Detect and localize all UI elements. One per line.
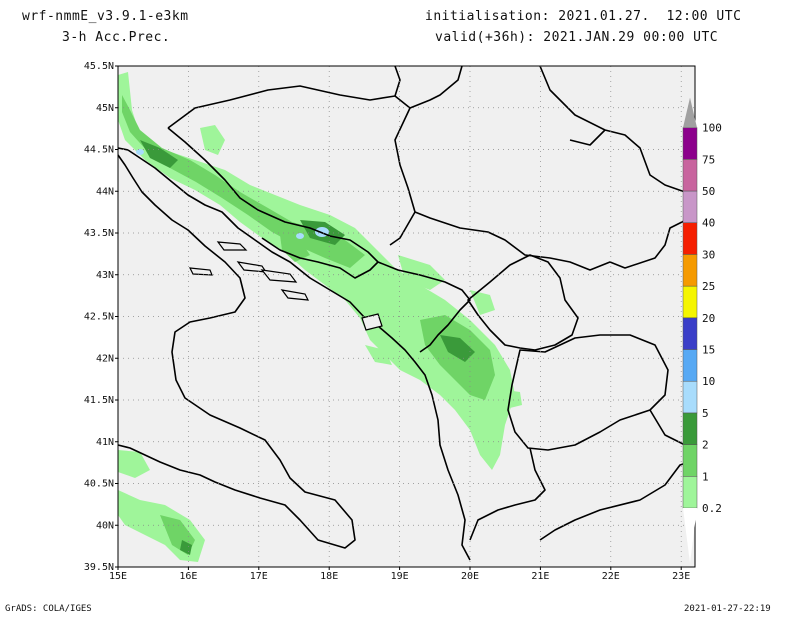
lon-tick-label: 23E [672, 571, 690, 582]
legend-label: 20 [702, 312, 715, 325]
lat-tick-label: 43N [96, 270, 114, 281]
legend-swatch [682, 444, 698, 477]
lat-tick-label: 39.5N [84, 562, 114, 573]
legend-label: 5 [702, 407, 709, 420]
legend-swatch [682, 222, 698, 255]
lat-tick-label: 45N [96, 103, 114, 114]
lat-tick-label: 44N [96, 186, 114, 197]
init-time: initialisation: 2021.01.27. 12:00 UTC [425, 9, 742, 24]
lat-tick-label: 40N [96, 520, 114, 531]
lat-tick-label: 43.5N [84, 228, 114, 239]
field-name: 3-h Acc.Prec. [62, 30, 171, 45]
legend-swatch [682, 412, 698, 445]
lon-tick-label: 18E [320, 571, 338, 582]
timestamp-text: 2021-01-27-22:19 [684, 604, 771, 614]
lon-axis: 15E 16E 17E 18E 19E 20E 21E 22E 23E [109, 567, 690, 582]
lat-axis: 45.5N 45N 44.5N 44N 43.5N 43N 42.5N 42N 41.5N 41N… [84, 61, 118, 573]
lat-tick-label: 42.5N [84, 312, 114, 323]
legend-label: 40 [702, 217, 715, 230]
lon-tick-label: 21E [531, 571, 549, 582]
legend-swatch [682, 127, 698, 160]
lat-tick-label: 45.5N [84, 61, 114, 72]
legend-swatch [682, 317, 698, 350]
legend-swatch [682, 159, 698, 192]
grid-lines [118, 66, 695, 567]
legend-label: 100 [702, 122, 722, 135]
legend-over-triangle [683, 97, 697, 128]
legend-label: 15 [702, 344, 715, 357]
legend-label: 30 [702, 248, 715, 261]
legend-label: 50 [702, 185, 715, 198]
legend-label: 25 [702, 280, 715, 293]
lon-tick-label: 17E [250, 571, 268, 582]
legend-swatch [682, 254, 698, 287]
coastlines-borders [117, 65, 696, 561]
lon-tick-label: 16E [179, 571, 197, 582]
legend-swatch [682, 476, 698, 509]
legend-swatch [682, 190, 698, 223]
legend-swatch [682, 380, 698, 414]
legend-label: 0.2 [702, 502, 722, 515]
lat-tick-label: 41.5N [84, 395, 114, 406]
lat-tick-label: 42N [96, 353, 114, 364]
legend-under-triangle [683, 508, 697, 563]
credit-text: GrADS: COLA/IGES [5, 604, 92, 614]
legend-label: 75 [702, 153, 715, 166]
lon-tick-label: 20E [461, 571, 479, 582]
valid-time: valid(+36h): 2021.JAN.29 00:00 UTC [435, 30, 719, 45]
lon-tick-label: 19E [391, 571, 409, 582]
lat-tick-label: 44.5N [84, 145, 114, 156]
lat-tick-label: 41N [96, 437, 114, 448]
lon-tick-label: 15E [109, 571, 127, 582]
model-name: wrf-nmmE_v3.9.1-e3km [22, 9, 189, 24]
legend-swatch [682, 349, 698, 382]
lat-tick-label: 40.5N [84, 479, 114, 490]
legend-swatch [682, 285, 698, 319]
legend-label: 2 [702, 439, 709, 452]
lon-tick-label: 22E [602, 571, 620, 582]
islands [188, 241, 383, 331]
legend-label: 1 [702, 470, 709, 483]
legend-label: 10 [702, 375, 715, 388]
